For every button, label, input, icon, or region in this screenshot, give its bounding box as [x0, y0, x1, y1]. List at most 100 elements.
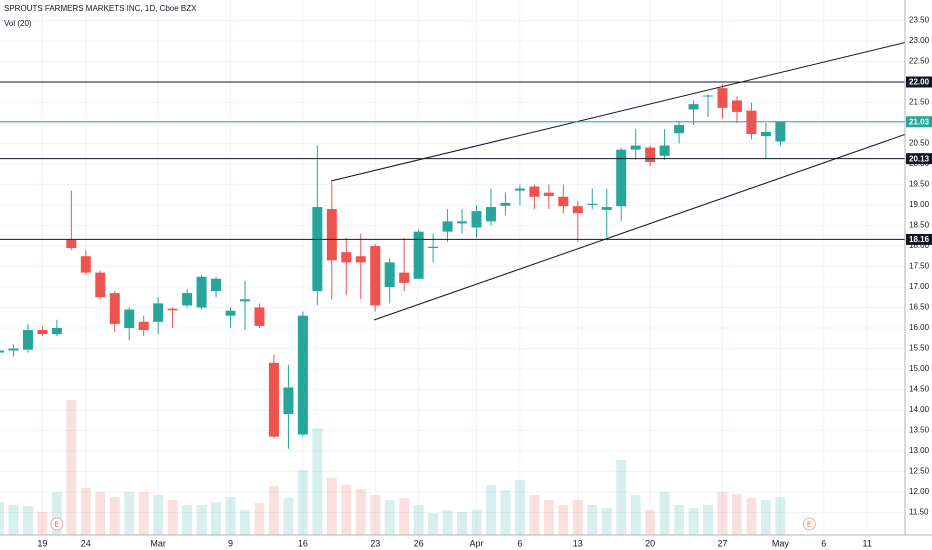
candle-body — [688, 104, 699, 110]
y-tick-label: 12.50 — [909, 467, 930, 476]
x-tick-label: 23 — [370, 538, 380, 548]
x-tick-label: 16 — [298, 538, 308, 548]
candle-body — [37, 330, 48, 335]
candle-body — [645, 147, 656, 162]
volume-bar — [66, 400, 77, 535]
candle-body — [717, 88, 728, 108]
candle-body — [370, 245, 381, 306]
volume-bar — [153, 495, 164, 535]
volume-bar — [558, 505, 569, 535]
volume-bar — [731, 494, 742, 535]
candle-body — [297, 315, 308, 435]
candle-body — [413, 231, 424, 279]
candle-body — [283, 387, 294, 415]
y-tick-label: 18.50 — [909, 221, 930, 230]
candle-body — [326, 209, 337, 261]
volume-bar — [587, 505, 598, 535]
volume-bar — [196, 505, 207, 535]
price-line-tag — [906, 233, 932, 245]
volume-bar — [674, 505, 685, 535]
volume-bar — [775, 497, 786, 535]
candle-body — [760, 132, 771, 137]
y-tick-label: 14.50 — [909, 385, 930, 394]
candle-body — [0, 350, 4, 353]
candle-body — [746, 110, 757, 135]
volume-bar — [399, 498, 410, 535]
candle-body — [529, 186, 540, 197]
volume-bar — [630, 495, 641, 535]
volume-bar — [514, 480, 525, 535]
candle-body — [428, 246, 439, 249]
price-line-tag — [906, 76, 932, 88]
volume-bar — [167, 500, 178, 535]
y-tick-label: 23.00 — [909, 36, 930, 45]
candle-body — [616, 149, 627, 207]
y-tick-label: 18.00 — [909, 241, 930, 250]
volume-bar — [659, 492, 670, 535]
volume-bar — [0, 502, 4, 535]
candle-body — [384, 262, 395, 287]
candle-body — [312, 207, 323, 292]
y-tick-label: 16.50 — [909, 303, 930, 312]
x-tick-label: 6 — [517, 538, 522, 548]
volume-bar — [457, 512, 468, 535]
volume-pane — [0, 400, 786, 535]
volume-bar — [485, 485, 496, 535]
drawings — [330, 35, 932, 321]
volume-bar — [746, 498, 757, 535]
earnings-label: E — [807, 521, 812, 528]
grid — [0, 0, 905, 535]
candle-body — [8, 348, 19, 351]
candle-body — [630, 145, 641, 150]
y-tick-label: 19.00 — [909, 200, 930, 209]
volume-bar — [138, 492, 149, 535]
volume-bar — [239, 510, 250, 535]
x-tick-label: Apr — [470, 538, 484, 548]
candle-body — [66, 239, 77, 249]
y-tick-label: 13.50 — [909, 426, 930, 435]
volume-bar — [268, 486, 279, 535]
volume-bar — [297, 470, 308, 535]
chart-title: SPROUTS FARMERS MARKETS INC, 1D, Cboe BZ… — [4, 4, 197, 13]
candle-body — [558, 196, 569, 207]
y-tick-label: 15.00 — [909, 364, 930, 373]
y-tick-label: 21.50 — [909, 98, 930, 107]
candle-body — [485, 207, 496, 222]
volume-bar — [543, 500, 554, 535]
candle-body — [703, 95, 714, 97]
candle-body — [22, 330, 33, 350]
volume-bar — [355, 489, 366, 535]
volume-bar — [370, 495, 381, 535]
volume-bar — [572, 500, 583, 535]
volume-bar — [95, 492, 106, 535]
earnings-marker — [802, 517, 816, 531]
candle-body — [659, 145, 670, 156]
candles — [0, 84, 786, 449]
candle-body — [457, 221, 468, 224]
earnings-label: E — [55, 521, 60, 528]
volume-bar — [500, 490, 511, 535]
y-tick-label: 17.50 — [909, 262, 930, 271]
x-tick-label: 11 — [863, 538, 872, 548]
volume-bar — [51, 492, 62, 535]
volume-bar — [471, 510, 482, 535]
candle-body — [109, 293, 120, 324]
x-tick-label: 24 — [81, 538, 91, 548]
volume-bar — [254, 503, 265, 535]
candle-body — [471, 211, 482, 228]
y-tick-label: 16.00 — [909, 323, 930, 332]
y-tick-label: 22.50 — [909, 57, 930, 66]
candle-body — [775, 121, 786, 142]
x-tick-label: 6 — [821, 538, 826, 548]
volume-bar — [703, 505, 714, 535]
volume-bar — [80, 488, 91, 535]
price-line-label: 20.13 — [909, 154, 930, 163]
volume-bar — [211, 502, 222, 535]
y-tick-label: 20.50 — [909, 139, 930, 148]
earnings-marker — [50, 517, 64, 531]
volume-bar — [529, 495, 540, 535]
y-tick-label: 11.50 — [909, 508, 929, 517]
volume-bar — [428, 513, 439, 535]
volume-bar — [37, 512, 48, 535]
price-line-label: 18.16 — [909, 235, 930, 244]
